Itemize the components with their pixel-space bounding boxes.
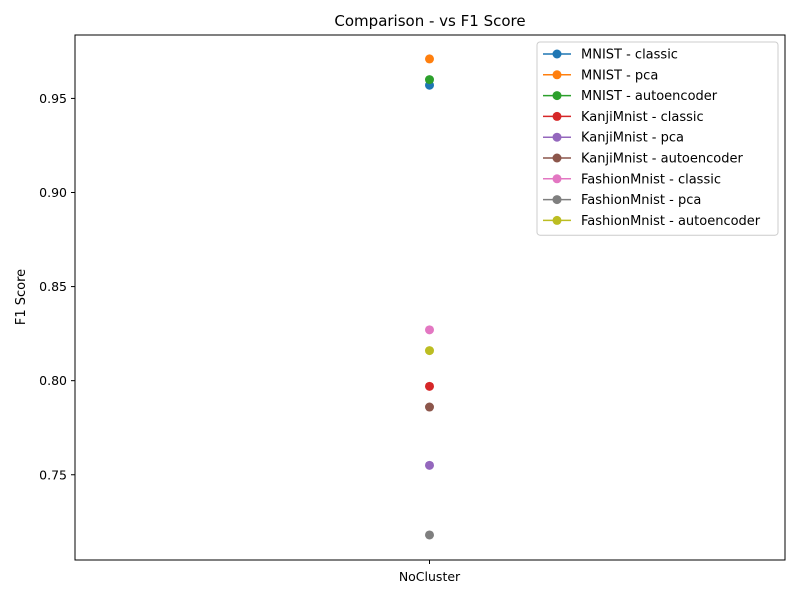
data-point xyxy=(425,460,434,470)
y-tick-label: 0.75 xyxy=(39,467,67,482)
legend-marker xyxy=(552,70,562,80)
legend: MNIST - classic MNIST - pca MNIST - autoen… xyxy=(536,41,779,236)
legend-marker xyxy=(552,111,562,121)
data-point xyxy=(425,530,434,540)
legend-marker xyxy=(552,49,562,59)
legend-label: MNIST - autoencoder xyxy=(581,89,718,104)
data-point xyxy=(425,75,434,85)
data-point xyxy=(425,54,434,64)
legend-box xyxy=(536,41,779,236)
data-point xyxy=(425,402,434,412)
x-tick-label: NoCluster xyxy=(399,569,461,584)
legend-marker xyxy=(552,174,562,184)
y-tick-label: 0.85 xyxy=(39,279,67,294)
legend-label: KanjiMnist - classic xyxy=(581,110,704,125)
y-tick-label: 0.90 xyxy=(39,185,67,200)
legend-label: KanjiMnist - autoencoder xyxy=(581,152,743,167)
legend-marker xyxy=(552,195,562,205)
legend-entry: FashionMnist - classic xyxy=(543,172,721,187)
legend-entry: MNIST - autoencoder xyxy=(543,89,718,104)
y-tick-label: 0.80 xyxy=(39,373,67,388)
legend-entry: MNIST - pca xyxy=(543,68,658,83)
legend-label: KanjiMnist - pca xyxy=(581,131,684,146)
legend-entry: FashionMnist - pca xyxy=(543,193,701,208)
legend-label: FashionMnist - classic xyxy=(581,172,721,187)
legend-marker xyxy=(552,215,562,225)
legend-label: MNIST - classic xyxy=(581,48,678,63)
legend-label: FashionMnist - pca xyxy=(581,193,701,208)
legend-entry: KanjiMnist - classic xyxy=(543,110,704,125)
legend-marker xyxy=(552,132,562,142)
legend-entry: KanjiMnist - pca xyxy=(543,131,684,146)
legend-label: FashionMnist - autoencoder xyxy=(581,214,761,229)
data-point xyxy=(425,381,434,391)
data-point xyxy=(425,346,434,356)
y-tick-label: 0.95 xyxy=(39,91,67,106)
legend-entry: FashionMnist - autoencoder xyxy=(543,214,761,229)
legend-entry: MNIST - classic xyxy=(543,48,678,63)
data-points xyxy=(425,54,434,540)
legend-entry: KanjiMnist - autoencoder xyxy=(543,152,743,167)
chart-title: Comparison - vs F1 Score xyxy=(334,12,525,30)
y-axis-label: F1 Score xyxy=(14,269,29,325)
x-axis: NoCluster xyxy=(399,560,461,584)
legend-marker xyxy=(552,91,562,101)
y-axis: 0.75 0.80 0.85 0.90 0.95 xyxy=(39,91,75,482)
legend-label: MNIST - pca xyxy=(581,68,658,83)
data-point xyxy=(425,325,434,335)
legend-marker xyxy=(552,153,562,163)
